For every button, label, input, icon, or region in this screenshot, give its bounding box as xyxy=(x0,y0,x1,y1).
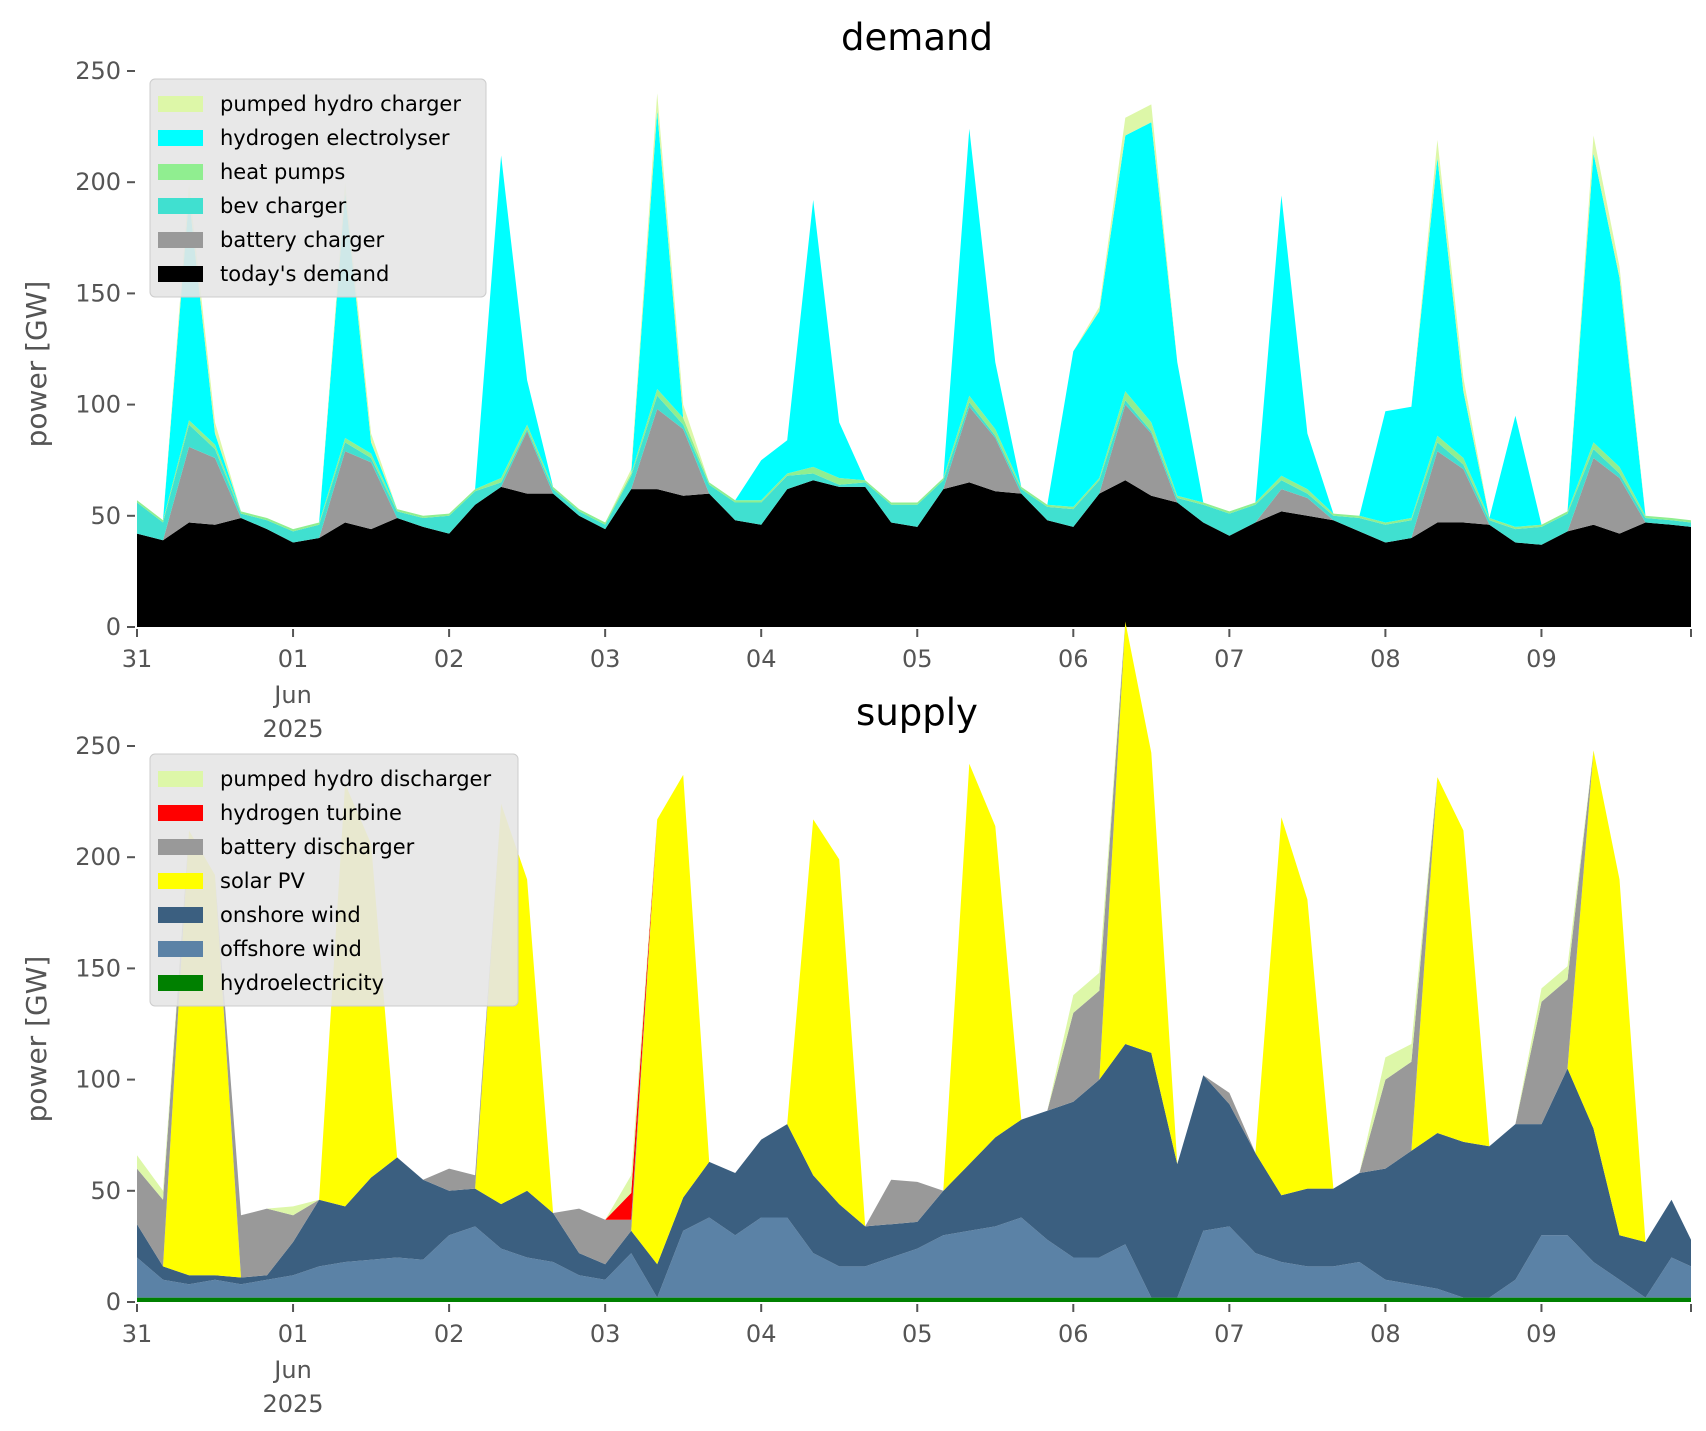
x-tick-label: 07 xyxy=(1214,645,1245,673)
area-solar-pv xyxy=(137,621,1691,1278)
y-tick-label: 250 xyxy=(75,732,121,760)
y-tick-label: 150 xyxy=(75,279,121,307)
legend-swatch-bev-charger xyxy=(158,198,203,214)
legend-swatch-offshore-wind xyxy=(158,941,203,957)
legend-swatch-pumped-hydro-charger xyxy=(158,96,203,112)
legend-label-battery-charger: battery charger xyxy=(220,228,385,252)
y-tick-label: 100 xyxy=(75,391,121,419)
legend-swatch-solar-pv xyxy=(158,873,203,889)
x-tick-label: 04 xyxy=(746,645,777,673)
x-tick-label: 01 xyxy=(278,1320,309,1348)
chart-title: demand xyxy=(841,16,993,59)
x-tick-label: 04 xyxy=(746,1320,777,1348)
x-tick-sublabel: 2025 xyxy=(263,1390,324,1418)
legend-swatch-battery-discharger xyxy=(158,839,203,855)
x-tick-label: 09 xyxy=(1526,1320,1557,1348)
x-tick-sublabel: Jun xyxy=(272,1356,312,1384)
legend-swatch-today-s-demand xyxy=(158,266,203,282)
x-tick-label: 09 xyxy=(1526,645,1557,673)
x-tick-label: 06 xyxy=(1058,645,1089,673)
legend-swatch-onshore-wind xyxy=(158,907,203,923)
y-tick-label: 50 xyxy=(90,1177,121,1205)
legend-label-battery-discharger: battery discharger xyxy=(220,835,415,859)
area-battery-charger xyxy=(137,404,1691,545)
x-tick-label: 02 xyxy=(434,645,465,673)
legend-swatch-heat-pumps xyxy=(158,164,203,180)
x-tick-sublabel: Jun xyxy=(272,681,312,709)
y-tick-label: 0 xyxy=(106,613,121,641)
area-offshore-wind xyxy=(137,1217,1691,1298)
x-tick-label: 03 xyxy=(590,1320,621,1348)
legend-box xyxy=(149,753,519,1007)
x-tick-sublabel: 2025 xyxy=(263,715,324,743)
legend-swatch-hydrogen-turbine xyxy=(158,805,203,821)
y-tick-label: 150 xyxy=(75,954,121,982)
legend-swatch-hydroelectricity xyxy=(158,975,203,991)
x-tick-label: 05 xyxy=(902,645,933,673)
legend-box xyxy=(149,78,487,298)
y-tick-label: 250 xyxy=(75,57,121,85)
legend-label-hydrogen-turbine: hydrogen turbine xyxy=(220,801,402,825)
legend-label-heat-pumps: heat pumps xyxy=(220,160,345,184)
y-tick-label: 200 xyxy=(75,843,121,871)
axes: 0 50 100 150 200 250 31 01 Jun 2025 02 03 04 05 06 07 08… xyxy=(75,732,1692,1418)
x-tick-label: 01 xyxy=(278,645,309,673)
x-tick-label: 02 xyxy=(434,1320,465,1348)
legend-label-bev-charger: bev charger xyxy=(220,194,347,218)
y-tick-label: 200 xyxy=(75,168,121,196)
legend-label-offshore-wind: offshore wind xyxy=(220,937,362,961)
y-axis-label: power [GW] xyxy=(20,956,53,1123)
chart-title: supply xyxy=(856,691,978,734)
legend-swatch-hydrogen-electrolyser xyxy=(158,130,203,146)
x-tick-label: 03 xyxy=(590,645,621,673)
axes: 0 50 100 150 200 250 31 01 Jun 2025 02 03 04 05 06 07 08… xyxy=(75,57,1692,743)
legend-swatch-battery-charger xyxy=(158,232,203,248)
y-axis-label: power [GW] xyxy=(20,281,53,448)
x-tick-label: 06 xyxy=(1058,1320,1089,1348)
x-tick-label: 08 xyxy=(1370,645,1401,673)
legend-label-today-s-demand: today's demand xyxy=(220,262,389,286)
legend-label-pumped-hydro-charger: pumped hydro charger xyxy=(220,92,461,116)
area-bev-charger xyxy=(137,395,1691,545)
legend-label-solar-pv: solar PV xyxy=(220,869,305,893)
x-tick-label: 31 xyxy=(122,1320,153,1348)
y-tick-label: 0 xyxy=(106,1288,121,1316)
y-tick-label: 50 xyxy=(90,502,121,530)
area-hydroelectricity xyxy=(137,1297,1691,1302)
legend-label-pumped-hydro-discharger: pumped hydro discharger xyxy=(220,767,491,791)
legend-label-hydroelectricity: hydroelectricity xyxy=(220,971,384,995)
area-onshore-wind xyxy=(137,1044,1691,1298)
x-tick-label: 31 xyxy=(122,645,153,673)
area-layers xyxy=(137,621,1691,1302)
area-heat-pumps xyxy=(137,389,1691,532)
x-tick-label: 07 xyxy=(1214,1320,1245,1348)
legend-label-onshore-wind: onshore wind xyxy=(220,903,361,927)
legend: pumped hydro discharger hydrogen turbine b… xyxy=(149,753,519,1007)
area-layers xyxy=(137,93,1691,627)
y-tick-label: 100 xyxy=(75,1066,121,1094)
x-tick-label: 08 xyxy=(1370,1320,1401,1348)
legend-label-hydrogen-electrolyser: hydrogen electrolyser xyxy=(220,126,450,150)
area-hydrogen-electrolyser xyxy=(137,111,1691,530)
legend: pumped hydro charger hydrogen electrolyse… xyxy=(149,78,487,298)
area-today-s-demand xyxy=(137,480,1691,627)
legend-swatch-pumped-hydro-discharger xyxy=(158,771,203,787)
x-tick-label: 05 xyxy=(902,1320,933,1348)
